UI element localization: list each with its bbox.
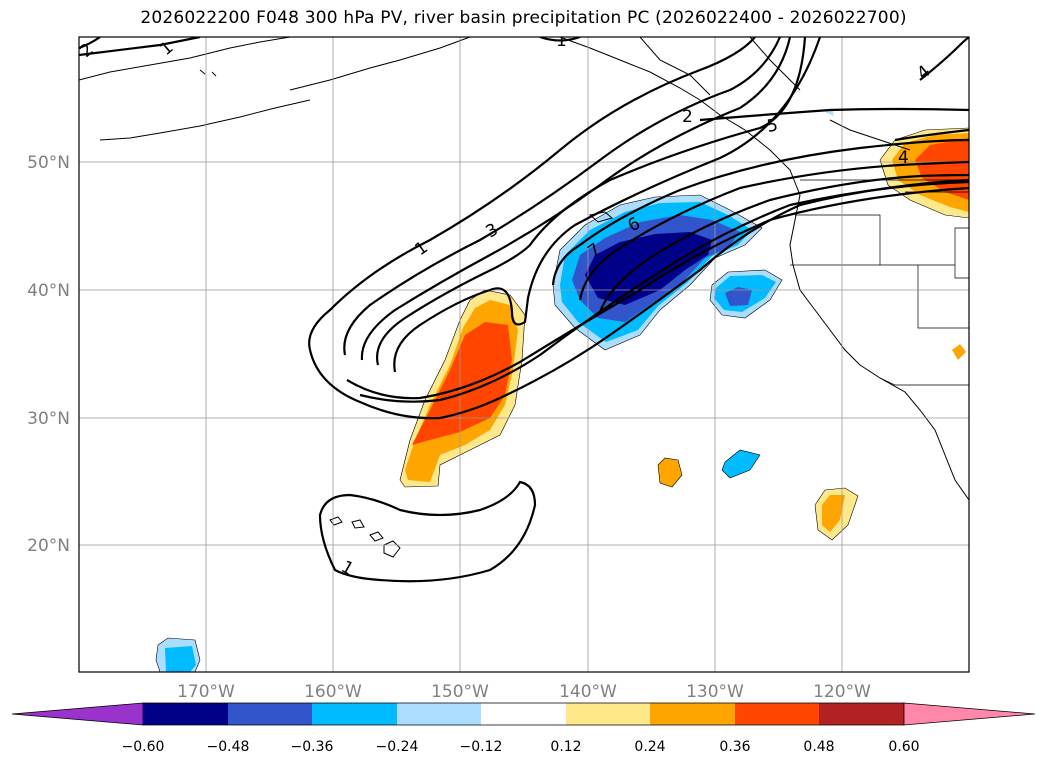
pv-contour-1-northwest — [79, 37, 201, 57]
colorbar-swatch — [312, 703, 397, 725]
pv-contour-1 — [308, 37, 756, 351]
lat-label-20n: 20°N — [27, 536, 70, 556]
colorbar-tick-label: 0.12 — [550, 739, 581, 755]
colorbar-swatch — [481, 703, 566, 725]
lon-label-140w: 140°W — [559, 682, 617, 702]
map-title: 2026022200 F048 300 hPa PV, river basin … — [140, 8, 907, 28]
contour-label: 1 — [556, 31, 567, 51]
pv-contour-1-southwest — [318, 480, 537, 583]
pv-contour-2-northwest — [79, 37, 101, 50]
lon-label-170w: 170°W — [177, 682, 235, 702]
negative-precip-anomaly-east — [709, 269, 783, 319]
colorbar-swatch — [228, 703, 312, 725]
colorbar-tick-label: −0.24 — [376, 739, 419, 755]
colorbar-swatch — [566, 703, 650, 725]
pv-contour-1-north — [539, 37, 581, 42]
pv-contour-5 — [699, 107, 969, 122]
map-frame — [78, 36, 970, 673]
colorbar-swatch — [819, 703, 904, 725]
lat-label-50n: 50°N — [27, 153, 70, 173]
longitude-labels: 170°W 160°W 150°W 140°W 130°W 120°W — [177, 682, 871, 702]
positive-precip-anomaly-small — [657, 344, 966, 541]
lat-label-40n: 40°N — [27, 281, 70, 301]
contour-label: 5 — [765, 115, 779, 137]
colorbar-tick-label: 0.60 — [888, 739, 919, 755]
lon-label-160w: 160°W — [304, 682, 362, 702]
pv-contour-6 — [551, 138, 969, 286]
colorbar-swatch — [735, 703, 819, 725]
colorbar-extend-min — [11, 702, 144, 726]
colorbar-tick-label: 0.24 — [634, 739, 665, 755]
colorbar-tick-label: −0.60 — [122, 739, 165, 755]
colorbar-tick-label: 0.36 — [719, 739, 750, 755]
contour-label: 2 — [682, 107, 693, 127]
lon-label-120w: 120°W — [813, 682, 871, 702]
pv-contours — [79, 37, 969, 583]
colorbar-swatch — [143, 703, 228, 725]
contour-label: 4 — [898, 148, 909, 168]
colorbar-extend-max — [903, 702, 1036, 726]
hawaii-islands — [329, 516, 401, 558]
negative-precip-anomaly-small — [155, 108, 834, 672]
map-area: 1 2 3 4 5 6 7 1 1 1 4 2 — [79, 31, 969, 672]
colorbar-tick-label: −0.48 — [207, 739, 250, 755]
lon-label-150w: 150°W — [431, 682, 489, 702]
colorbar-swatch — [397, 703, 481, 725]
colorbar: −0.60 −0.48 −0.36 −0.24 −0.12 0.12 0.24 … — [11, 702, 1036, 755]
latitude-labels: 50°N 40°N 30°N 20°N — [27, 153, 70, 556]
colorbar-swatch — [650, 703, 735, 725]
lon-label-130w: 130°W — [686, 682, 744, 702]
colorbar-tick-label: −0.36 — [291, 739, 334, 755]
colorbar-tick-label: −0.12 — [460, 739, 503, 755]
colorbar-tick-label: 0.48 — [803, 739, 834, 755]
lat-label-30n: 30°N — [27, 409, 70, 429]
